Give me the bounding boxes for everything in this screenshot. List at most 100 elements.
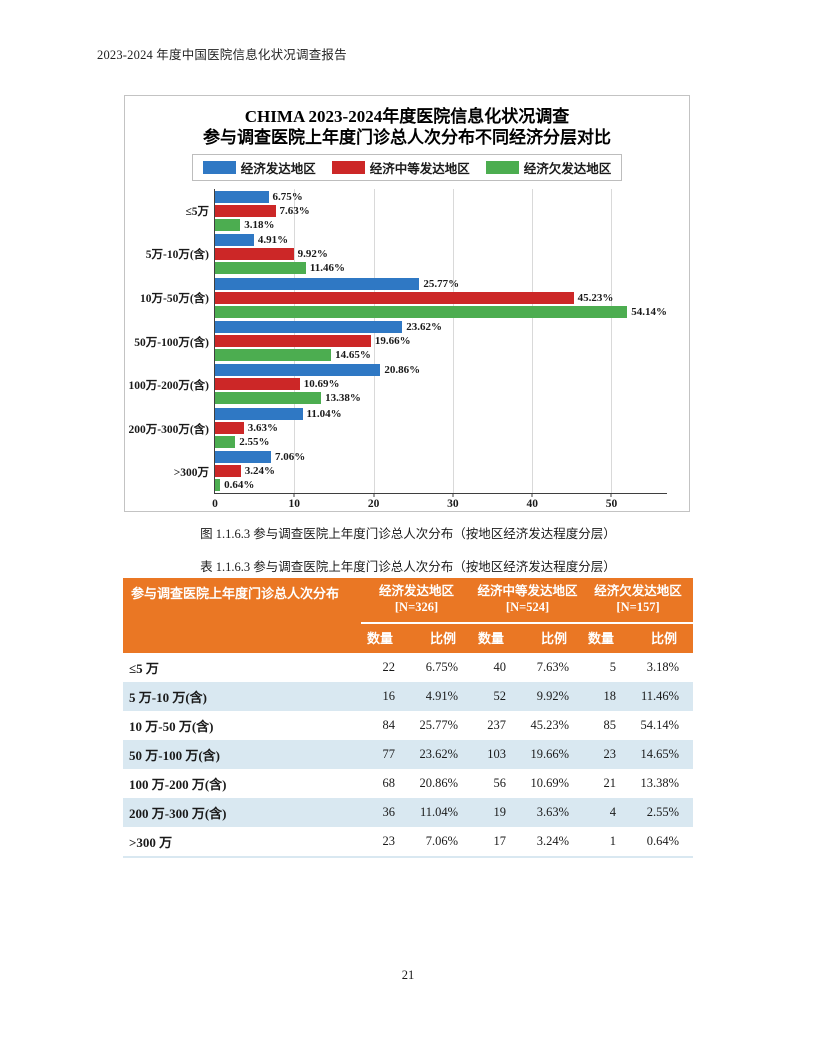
cell-value: 22	[382, 659, 396, 674]
bar-row: 7.63%	[215, 204, 667, 217]
bar-group: 23.62% 19.66% 14.65%	[215, 319, 667, 362]
cell-value: 52	[493, 688, 507, 703]
x-axis-tick-mark	[610, 493, 612, 497]
cell-value: 9.92%	[536, 688, 570, 703]
report-header: 2023-2024 年度中国医院信息化状况调查报告	[97, 48, 347, 62]
category-label: 100万-200万(含)	[128, 380, 210, 393]
cell-value: 23	[603, 746, 617, 761]
cell-value: 3.24%	[536, 833, 570, 848]
bar-value-label: 3.63%	[247, 421, 279, 434]
chart-title-line2: 参与调查医院上年度门诊总人次分布不同经济分层对比	[203, 128, 611, 147]
cell-value: 17	[493, 833, 507, 848]
cell-value: 23	[382, 833, 396, 848]
bar-value-label: 13.38%	[325, 392, 361, 405]
bar-经济发达地区	[215, 234, 254, 247]
bar-value-label: 4.91%	[257, 234, 289, 247]
bar-经济发达地区	[215, 320, 403, 333]
table-row: ≤5 万 22 6.75% 40 7.63% 5 3.18%	[123, 653, 693, 682]
bar-row: 54.14%	[215, 305, 667, 318]
bar-row: 9.92%	[215, 248, 667, 261]
x-axis-tick-label: 40	[526, 498, 538, 510]
bar-经济欠发达地区	[215, 305, 628, 318]
cell-value: 1	[609, 833, 617, 848]
legend-item: 经济中等发达地区	[331, 158, 470, 177]
cell-value: 45.23%	[530, 717, 570, 732]
bar-group: 11.04% 3.63% 2.55%	[215, 406, 667, 449]
cell-value: 13.38%	[640, 775, 680, 790]
cell-value: 18	[603, 688, 617, 703]
category-label: ≤5万	[185, 205, 209, 218]
bar-经济欠发达地区	[215, 435, 236, 448]
chart-title-line1: CHIMA 2023-2024年度医院信息化状况调查	[244, 107, 570, 126]
bar-groups: 6.75% 7.63% 3.18% 4.91% 9.92% 11.46% 25.77% 45.…	[215, 189, 667, 493]
cell-value: 0.64%	[646, 833, 680, 848]
legend-item: 经济欠发达地区	[485, 158, 611, 177]
cell-value: 7.06%	[425, 833, 459, 848]
bar-value-label: 6.75%	[272, 190, 303, 203]
bar-row: 7.06%	[215, 451, 667, 464]
legend-label: 经济中等发达地区	[369, 162, 470, 176]
bar-经济发达地区	[215, 190, 269, 203]
bar-row: 0.64%	[215, 479, 667, 492]
bar-group: 6.75% 7.63% 3.18%	[215, 189, 667, 232]
bar-value-label: 19.66%	[374, 334, 411, 347]
table-group-header-developed: 经济发达地区 [N=326]	[361, 578, 473, 624]
figure-panel: CHIMA 2023-2024年度医院信息化状况调查 参与调查医院上年度门诊总人…	[124, 95, 690, 512]
table-row: 200 万-300 万(含) 36 11.04% 19 3.63% 4 2.55%	[123, 797, 694, 827]
gridline	[452, 189, 454, 493]
table-row: >300 万 23 7.06% 17 3.24% 1 0.64%	[123, 827, 694, 857]
cell-value: 16	[382, 688, 396, 703]
bar-row: 3.24%	[215, 465, 667, 478]
table-row: 100 万-200 万(含) 68 20.86% 56 10.69% 21 13.38%	[123, 769, 693, 798]
cell-value: 3.18%	[646, 659, 680, 674]
bar-group: 7.06% 3.24% 0.64%	[215, 450, 667, 493]
bar-row: 13.38%	[215, 392, 667, 405]
cell-value: 14.65%	[640, 746, 680, 761]
chart-legend: 经济发达地区 经济中等发达地区 经济欠发达地区	[191, 154, 623, 181]
bar-经济欠发达地区	[215, 262, 306, 275]
chart-legend-wrap: 经济发达地区 经济中等发达地区 经济欠发达地区	[125, 154, 689, 181]
cell-value: 23.62%	[419, 746, 459, 761]
row-label: 10 万-50 万(含)	[129, 718, 214, 734]
bar-经济欠发达地区	[215, 479, 221, 492]
bar-经济发达地区	[215, 407, 303, 420]
bar-group: 4.91% 9.92% 11.46%	[215, 232, 667, 275]
table-subheader-count: 数量	[583, 622, 631, 653]
cell-value: 25.77%	[419, 717, 459, 732]
bar-value-label: 11.46%	[309, 262, 346, 275]
table-subheader-ratio: 比例	[520, 622, 584, 653]
bar-row: 11.46%	[215, 262, 667, 275]
cell-value: 21	[603, 775, 617, 790]
row-label: >300 万	[129, 834, 173, 850]
x-axis-tick-label: 10	[288, 498, 301, 510]
cell-value: 19	[493, 804, 507, 819]
bar-row: 10.69%	[215, 378, 667, 391]
category-label: 5万-10万(含)	[145, 249, 209, 262]
legend-color-swatch	[331, 161, 365, 174]
x-axis-tick-label: 50	[605, 498, 618, 510]
cell-value: 103	[487, 746, 507, 761]
cell-value: 36	[382, 804, 396, 819]
bar-value-label: 7.06%	[274, 451, 306, 464]
bar-row: 20.86%	[215, 364, 667, 377]
bar-经济发达地区	[215, 277, 420, 290]
bar-value-label: 10.69%	[303, 378, 340, 391]
bar-经济中等发达地区	[215, 248, 294, 261]
cell-value: 56	[493, 775, 507, 790]
cell-value: 68	[382, 775, 396, 790]
bar-row: 23.62%	[215, 320, 667, 333]
bar-group: 25.77% 45.23% 54.14%	[215, 276, 667, 319]
bar-row: 6.75%	[215, 190, 667, 203]
cell-value: 40	[493, 659, 507, 674]
cell-value: 6.75%	[425, 659, 459, 674]
bar-value-label: 7.63%	[279, 204, 310, 217]
bar-经济中等发达地区	[215, 378, 300, 391]
bar-经济欠发达地区	[215, 392, 322, 405]
cell-value: 84	[382, 717, 396, 732]
chart-title: CHIMA 2023-2024年度医院信息化状况调查 参与调查医院上年度门诊总人…	[125, 96, 689, 148]
row-label: 50 万-100 万(含)	[129, 747, 220, 763]
cell-value: 3.63%	[536, 804, 570, 819]
table-row: 10 万-50 万(含) 84 25.77% 237 45.23% 85 54.14%	[123, 711, 693, 740]
bar-经济欠发达地区	[215, 348, 332, 361]
table-group-header-underdeveloped: 经济欠发达地区 [N=157]	[583, 578, 694, 624]
